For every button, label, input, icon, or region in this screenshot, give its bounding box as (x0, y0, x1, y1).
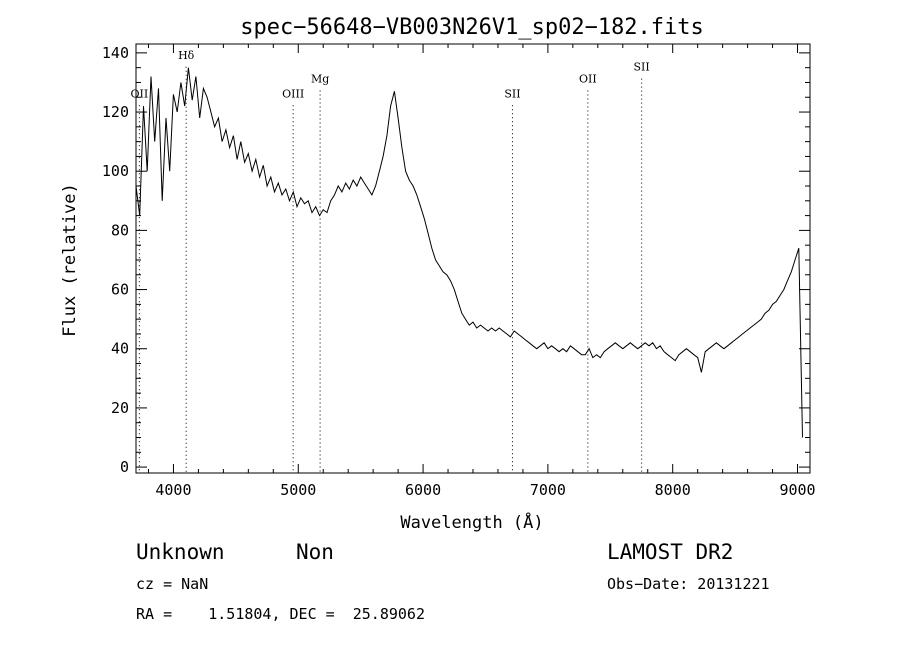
y-tick-label: 60 (111, 281, 129, 299)
coordinates: RA = 1.51804, DEC = 25.89062 (136, 605, 425, 623)
x-tick-label: 5000 (280, 481, 316, 499)
object-subclass: Non (296, 540, 334, 564)
x-tick-label: 9000 (779, 481, 815, 499)
plot-frame (135, 43, 811, 474)
spectral-line-label: Hδ (178, 49, 195, 62)
spectrum-line (135, 67, 803, 438)
y-tick-label: 0 (120, 458, 129, 476)
redshift-readout: cz = NaN (136, 575, 209, 593)
y-tick-label: 20 (111, 399, 129, 417)
y-tick-label: 40 (111, 340, 129, 358)
spectral-line-markers: OII Hδ OIII Mg SII OII SII (131, 49, 650, 473)
survey-name: LAMOST DR2 (607, 540, 734, 564)
spectral-line-label: Mg (311, 72, 329, 85)
axes: 4000 5000 6000 7000 8000 9000 0 20 40 60 80 100 120 1… (102, 43, 816, 499)
y-axis-label: Flux (relative) (60, 183, 80, 337)
chart-title: spec−56648−VB003N26V1_sp02−182.fits (240, 15, 704, 40)
spectral-line-label: OIII (282, 87, 304, 100)
x-axis-label: Wavelength (Å) (400, 511, 543, 533)
y-tick-label: 120 (102, 103, 129, 121)
y-tick-label: 100 (102, 162, 129, 180)
y-tick-label: 140 (102, 44, 129, 62)
x-tick-label: 6000 (405, 481, 441, 499)
spectral-line-label: SII (634, 61, 650, 74)
y-tick-label: 80 (111, 221, 129, 239)
x-tick-label: 8000 (655, 481, 691, 499)
spectral-line-label: OII (131, 87, 149, 100)
x-tick-label: 4000 (155, 481, 191, 499)
object-class: Unknown (136, 540, 225, 564)
x-tick-label: 7000 (530, 481, 566, 499)
obs-date: Obs−Date: 20131221 (607, 575, 770, 593)
spectral-line-label: OII (579, 72, 597, 85)
spectral-line-label: SII (504, 87, 520, 100)
